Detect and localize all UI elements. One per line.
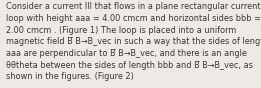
Text: Consider a current III that flows in a plane rectangular current
loop with heigh: Consider a current III that flows in a p… — [6, 2, 261, 81]
